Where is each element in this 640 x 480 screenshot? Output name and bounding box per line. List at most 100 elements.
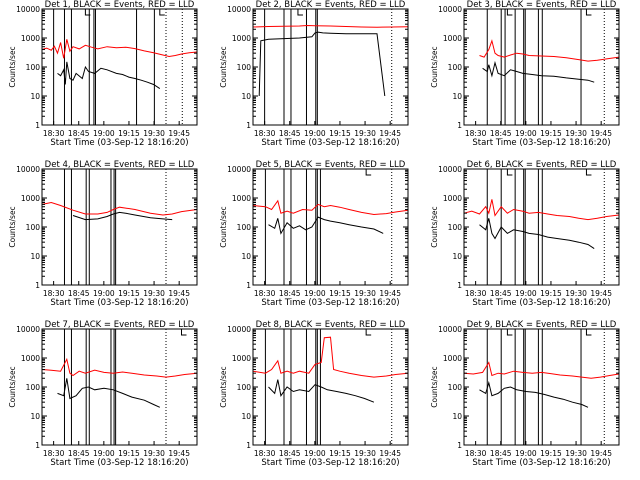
y-tick-label: 10	[30, 92, 40, 101]
y-tick-label: 10000	[16, 325, 40, 334]
y-tick-label: 100	[237, 63, 252, 72]
x-tick-label: 19:15	[540, 449, 562, 458]
lld-series-red	[479, 39, 620, 62]
events-series-black	[72, 211, 173, 221]
events-series-black	[268, 379, 375, 403]
x-axis-label: Start Time (03-Sep-12 18:16:20)	[472, 298, 610, 308]
events-series-black	[57, 61, 161, 90]
panel-title: Det 8, BLACK = Events, RED = LLD	[256, 320, 406, 330]
top-bracket-mark	[585, 9, 592, 16]
x-tick-label: 18:45	[68, 289, 90, 298]
chart-panel-9: Det 9, BLACK = Events, RED = LLD 1 10 100 10…	[430, 320, 620, 468]
x-tick-label: 18:30	[254, 129, 276, 138]
y-tick-label: 100	[448, 223, 463, 232]
y-tick-label: 10000	[16, 5, 40, 14]
lld-series-red	[252, 199, 409, 216]
y-axis-label: Counts/sec	[8, 46, 17, 87]
y-axis-label: Counts/sec	[8, 206, 17, 247]
chart-panel-4: Det 4, BLACK = Events, RED = LLD 1 10 100 10…	[8, 160, 198, 308]
x-tick-label: 18:45	[490, 129, 512, 138]
x-tick-label: 19:45	[590, 289, 612, 298]
chart-panel-2: Det 2, BLACK = Events, RED = LLD 1 10 100 10…	[219, 0, 409, 148]
y-tick-label: 1	[457, 281, 462, 290]
x-tick-label: 18:30	[43, 289, 65, 298]
y-tick-label: 10000	[227, 325, 251, 334]
x-tick-label: 19:00	[93, 449, 115, 458]
panel-title: Det 2, BLACK = Events, RED = LLD	[256, 0, 406, 10]
y-tick-label: 1	[35, 281, 40, 290]
x-tick-label: 19:30	[354, 449, 376, 458]
y-axis-label: Counts/sec	[219, 366, 228, 407]
chart-panel-3: Det 3, BLACK = Events, RED = LLD 1 10 100 10…	[430, 0, 620, 148]
events-series-black	[258, 31, 386, 97]
x-tick-label: 19:45	[590, 129, 612, 138]
y-tick-label: 1	[246, 441, 251, 450]
panel-title: Det 5, BLACK = Events, RED = LLD	[256, 160, 406, 170]
x-tick-label: 19:45	[168, 289, 190, 298]
x-axis-label: Start Time (03-Sep-12 18:16:20)	[261, 138, 399, 148]
events-series-black	[479, 218, 595, 250]
top-bracket-mark	[585, 329, 592, 336]
x-axis-label: Start Time (03-Sep-12 18:16:20)	[261, 298, 399, 308]
y-tick-label: 10000	[438, 165, 462, 174]
x-axis-label: Start Time (03-Sep-12 18:16:20)	[50, 298, 188, 308]
plot-frame	[41, 8, 198, 126]
chart-panel-5: Det 5, BLACK = Events, RED = LLD 1 10 100 10…	[219, 160, 409, 308]
top-bracket-mark	[159, 9, 165, 16]
x-tick-label: 19:15	[329, 449, 351, 458]
x-tick-label: 18:45	[279, 449, 301, 458]
y-tick-label: 100	[237, 223, 252, 232]
top-bracket-mark	[84, 9, 91, 16]
y-tick-label: 1	[246, 281, 251, 290]
x-tick-label: 18:45	[490, 449, 512, 458]
x-tick-label: 19:15	[118, 129, 140, 138]
top-bracket-mark	[506, 169, 513, 176]
y-tick-label: 1	[35, 121, 40, 130]
x-tick-label: 19:15	[118, 289, 140, 298]
y-tick-label: 10	[30, 412, 40, 421]
chart-panel-1: Det 1, BLACK = Events, RED = LLD 1 10 100 10…	[8, 0, 198, 148]
plot-frame	[41, 168, 198, 286]
x-tick-label: 19:00	[515, 289, 537, 298]
x-tick-label: 18:30	[43, 449, 65, 458]
x-tick-label: 19:15	[329, 289, 351, 298]
x-tick-label: 18:30	[465, 449, 487, 458]
events-series-black	[57, 378, 161, 408]
events-series-black	[482, 60, 595, 83]
x-tick-label: 19:30	[143, 449, 165, 458]
x-tick-label: 19:45	[379, 449, 401, 458]
top-bracket-mark	[297, 9, 303, 16]
lld-series-red	[41, 201, 198, 216]
lld-series-red	[41, 357, 198, 378]
y-tick-label: 100	[448, 383, 463, 392]
x-tick-label: 19:45	[379, 129, 401, 138]
x-tick-label: 19:15	[118, 449, 140, 458]
y-axis-label: Counts/sec	[219, 46, 228, 87]
x-tick-label: 19:30	[354, 289, 376, 298]
x-tick-label: 19:15	[540, 129, 562, 138]
y-tick-label: 10000	[227, 5, 251, 14]
x-tick-label: 19:30	[565, 129, 587, 138]
x-tick-label: 19:00	[93, 289, 115, 298]
panel-title: Det 3, BLACK = Events, RED = LLD	[467, 0, 617, 10]
panel-title: Det 1, BLACK = Events, RED = LLD	[45, 0, 195, 10]
x-axis-label: Start Time (03-Sep-12 18:16:20)	[261, 458, 399, 468]
y-tick-label: 1000	[232, 194, 251, 203]
lld-series-red	[41, 39, 198, 59]
x-tick-label: 18:45	[279, 289, 301, 298]
y-tick-label: 10000	[438, 5, 462, 14]
x-tick-label: 19:30	[143, 289, 165, 298]
x-tick-label: 19:45	[168, 129, 190, 138]
events-series-black	[479, 380, 589, 408]
panel-title: Det 7, BLACK = Events, RED = LLD	[45, 320, 195, 330]
x-axis-label: Start Time (03-Sep-12 18:16:20)	[50, 458, 188, 468]
x-tick-label: 19:30	[143, 129, 165, 138]
top-bracket-mark	[506, 9, 513, 16]
x-tick-label: 19:45	[379, 289, 401, 298]
y-tick-label: 1	[35, 441, 40, 450]
y-tick-label: 1000	[21, 34, 40, 43]
x-tick-label: 19:00	[304, 289, 326, 298]
y-tick-label: 1000	[443, 354, 462, 363]
x-tick-label: 18:45	[68, 129, 90, 138]
y-axis-label: Counts/sec	[430, 366, 439, 407]
